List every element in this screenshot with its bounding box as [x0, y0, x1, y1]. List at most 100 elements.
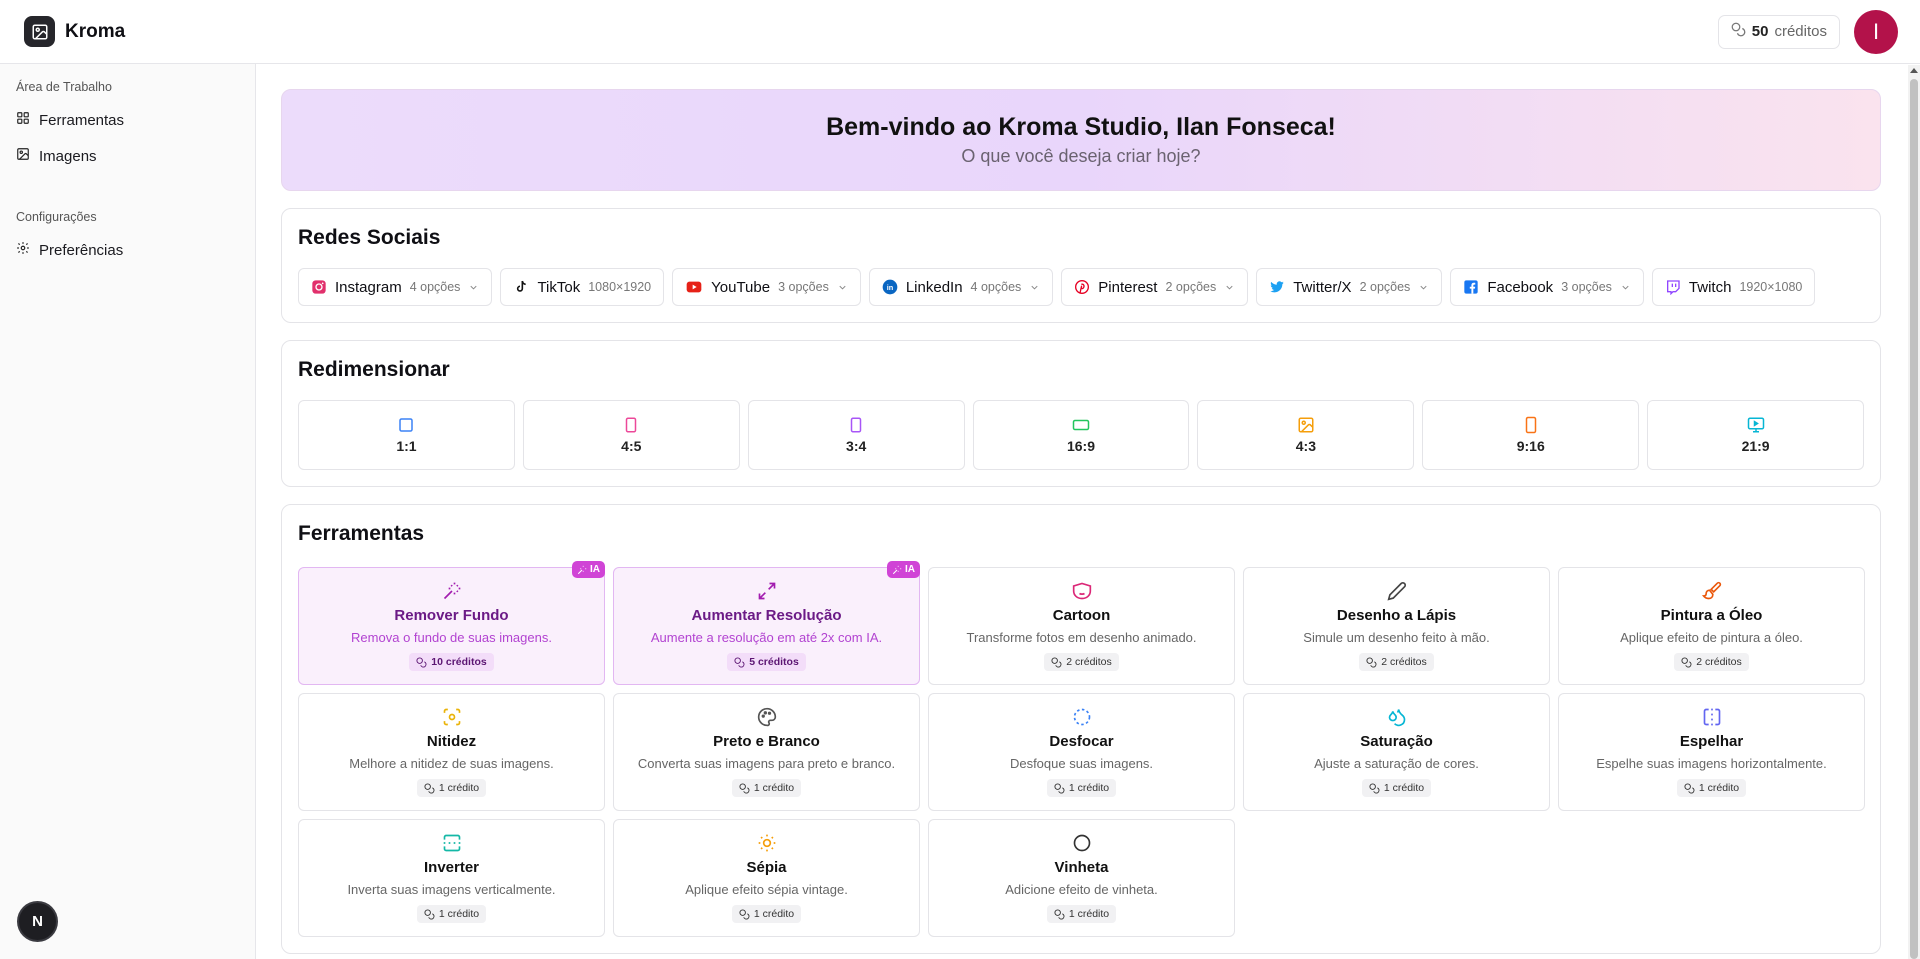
- ai-badge: IA: [887, 561, 920, 578]
- phone-icon: [1522, 416, 1540, 434]
- tool-description: Aumente a resolução em até 2x com IA.: [650, 630, 883, 645]
- ratio-1-1-button[interactable]: 1:1: [298, 400, 515, 470]
- sidebar-item-preferencias[interactable]: Preferências: [16, 234, 239, 266]
- sidebar-item-ferramentas[interactable]: Ferramentas: [16, 104, 239, 136]
- tool-description: Melhore a nitidez de suas imagens.: [349, 756, 554, 771]
- tool-name: Inverter: [423, 859, 480, 876]
- social-sub: 4 opções: [409, 280, 461, 294]
- tool-card[interactable]: Vinheta Adicione efeito de vinheta. 1 cr…: [928, 819, 1235, 937]
- social-sub: 2 opções: [1165, 280, 1217, 294]
- social-name: TikTok: [537, 278, 581, 296]
- tool-description: Aplique efeito de pintura a óleo.: [1620, 630, 1803, 645]
- tool-card[interactable]: Inverter Inverta suas imagens verticalme…: [298, 819, 605, 937]
- ratio-list: 1:1 4:5 3:4 16:9 4:3 9:16 21:9: [298, 400, 1865, 470]
- tool-name: Preto e Branco: [713, 733, 820, 750]
- tool-card[interactable]: Preto e Branco Converta suas imagens par…: [613, 693, 920, 811]
- tool-card[interactable]: IA Aumentar Resolução Aumente a resoluçã…: [613, 561, 920, 685]
- sidebar-item-label: Ferramentas: [39, 111, 125, 129]
- chevron-down-icon: [1029, 282, 1040, 293]
- ratio-label: 3:4: [846, 438, 867, 454]
- ratio-4-5-button[interactable]: 4:5: [522, 400, 740, 470]
- sidebar-item-imagens[interactable]: Imagens: [16, 140, 239, 172]
- tool-description: Espelhe suas imagens horizontalmente.: [1596, 756, 1827, 771]
- monitor-icon: [1747, 416, 1765, 434]
- dev-badge[interactable]: N: [19, 903, 56, 940]
- resize-section: Redimensionar 1:1 4:5 3:4 16:9 4:3 9:16 …: [281, 340, 1881, 487]
- tool-name: Desfocar: [1049, 733, 1114, 750]
- social-sub: 2 opções: [1359, 280, 1411, 294]
- section-title: Redes Sociais: [298, 226, 441, 249]
- sun-icon: [757, 833, 777, 853]
- welcome-subtitle: O que você deseja criar hoje?: [961, 146, 1201, 166]
- social-twitterx-button[interactable]: Twitter/X 2 opções: [1256, 268, 1443, 306]
- social-facebook-button[interactable]: Facebook 3 opções: [1450, 268, 1644, 306]
- brand[interactable]: Kroma: [24, 16, 125, 47]
- social-name: Facebook: [1487, 278, 1554, 296]
- tools-section: Ferramentas IA Remover Fundo Remova o fu…: [281, 504, 1881, 954]
- instagram-icon: [311, 279, 327, 295]
- landscape-icon: [1072, 416, 1090, 434]
- social-youtube-button[interactable]: YouTube 3 opções: [672, 268, 861, 306]
- section-title: Ferramentas: [298, 522, 425, 545]
- social-name: YouTube: [711, 278, 771, 296]
- tool-card[interactable]: Nitidez Melhore a nitidez de suas imagen…: [298, 693, 605, 811]
- avatar[interactable]: I: [1854, 9, 1898, 54]
- welcome-banner: Bem-vindo ao Kroma Studio, Ilan Fonseca!…: [281, 89, 1881, 191]
- ratio-16-9-button[interactable]: 16:9: [972, 400, 1190, 470]
- tool-card[interactable]: Desfocar Desfoque suas imagens. 1 crédit…: [928, 693, 1235, 811]
- tool-card[interactable]: Pintura a Óleo Aplique efeito de pintura…: [1558, 567, 1865, 685]
- tool-description: Desfoque suas imagens.: [1009, 756, 1154, 771]
- social-sub: 1920×1080: [1739, 280, 1803, 294]
- social-instagram-button[interactable]: Instagram 4 opções: [298, 268, 493, 306]
- tool-name: Remover Fundo: [394, 607, 509, 624]
- droplets-icon: [1387, 707, 1407, 727]
- ratio-21-9-button[interactable]: 21:9: [1647, 400, 1865, 470]
- sidebar: Área de Trabalho Ferramentas Imagens Con…: [0, 64, 256, 959]
- ratio-label: 1:1: [396, 438, 417, 454]
- social-sub: 1080×1920: [588, 280, 652, 294]
- expand-icon: [757, 581, 777, 601]
- tool-card[interactable]: Saturação Ajuste a saturação de cores. 1…: [1243, 693, 1550, 811]
- social-sub: 3 opções: [778, 280, 829, 294]
- portrait-icon: [622, 416, 640, 434]
- wand-icon: [442, 581, 462, 601]
- ratio-9-16-button[interactable]: 9:16: [1422, 400, 1640, 470]
- welcome-title: Bem-vindo ao Kroma Studio, Ilan Fonseca!: [826, 113, 1336, 141]
- social-sub: 3 opções: [1561, 280, 1612, 294]
- tool-card[interactable]: IA Remover Fundo Remova o fundo de suas …: [298, 561, 605, 685]
- linkedin-icon: in: [882, 279, 898, 295]
- tool-name: Desenho a Lápis: [1336, 607, 1457, 624]
- tool-card[interactable]: Sépia Aplique efeito sépia vintage. 1 cr…: [613, 819, 920, 937]
- scrollbar[interactable]: [1908, 65, 1920, 959]
- tool-cost: 1 crédito: [731, 905, 802, 923]
- tool-card[interactable]: Cartoon Transforme fotos em desenho anim…: [928, 567, 1235, 685]
- coins-icon: [1731, 22, 1746, 41]
- tool-name: Vinheta: [1054, 859, 1109, 876]
- social-name: Twitter/X: [1293, 278, 1352, 296]
- tool-card[interactable]: Espelhar Espelhe suas imagens horizontal…: [1558, 693, 1865, 811]
- tool-cost: 2 créditos: [1359, 653, 1434, 671]
- circle-icon: [1072, 833, 1092, 853]
- flip-vertical-icon: [442, 833, 462, 853]
- chevron-down-icon: [1224, 282, 1235, 293]
- tool-name: Nitidez: [426, 733, 477, 750]
- ratio-label: 9:16: [1516, 438, 1545, 454]
- coins-icon: [1054, 908, 1065, 920]
- tool-name: Saturação: [1360, 733, 1433, 750]
- sparkles-icon: [892, 565, 902, 575]
- social-linkedin-button[interactable]: in LinkedIn 4 opções: [868, 268, 1054, 306]
- social-pinterest-button[interactable]: Pinterest 2 opções: [1061, 268, 1249, 306]
- facebook-icon: [1463, 279, 1479, 295]
- credits-counter[interactable]: 50 créditos: [1717, 14, 1840, 49]
- tool-cost: 1 crédito: [416, 779, 487, 797]
- ratio-4-3-button[interactable]: 4:3: [1197, 400, 1415, 470]
- social-twitch-button[interactable]: Twitch 1920×1080: [1651, 268, 1816, 306]
- credits-value: 50: [1751, 23, 1769, 40]
- tool-card[interactable]: Desenho a Lápis Simule um desenho feito …: [1243, 567, 1550, 685]
- social-name: Twitch: [1688, 278, 1732, 296]
- tool-cost: 2 créditos: [1674, 653, 1749, 671]
- tool-cost: 1 crédito: [731, 779, 802, 797]
- top-bar: Kroma 50 créditos I: [0, 0, 1920, 64]
- ratio-3-4-button[interactable]: 3:4: [747, 400, 965, 470]
- social-tiktok-button[interactable]: TikTok 1080×1920: [500, 268, 665, 306]
